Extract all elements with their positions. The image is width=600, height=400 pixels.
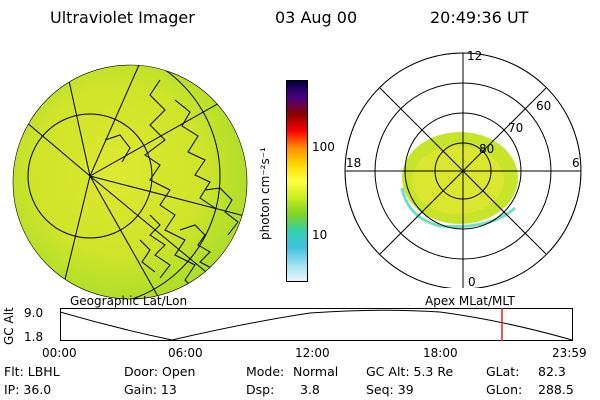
date-label: 03 Aug 00 [275,8,358,27]
glon-label: GLon: [486,382,523,397]
colorbar [286,80,308,282]
earth-disk [13,65,247,299]
geographic-image [12,64,248,300]
seq-value: Seq: 39 [366,382,414,397]
colorbar-tick-100: 100 [312,140,335,154]
mode-label: Mode: [246,364,285,379]
y-tick-1-8: 1.8 [24,330,44,344]
glat-label: GLat: [486,364,520,379]
gc-alt-value: GC Alt: 5.3 Re [366,364,454,379]
lat-label-60: 60 [536,99,551,113]
dsp-label: Dsp: [246,382,275,397]
lat-label-70: 70 [508,121,523,135]
orbit-altitude-timeline [60,308,573,341]
mlat-mlt-plot: 12 18 6 0 60 70 80 [344,49,582,288]
gc-alt-axis-label: GC Alt [2,307,16,345]
y-tick-9: 9.0 [24,306,44,320]
door-status: Door: Open [124,364,196,379]
polar-grid [345,53,581,288]
mode-value: Normal [293,364,339,379]
colorbar-gradient [287,81,307,281]
x-tick-0600: 06:00 [168,346,203,360]
ip-value: IP: 36.0 [4,382,52,397]
apex-label: Apex MLat/MLT [425,294,515,308]
x-tick-1200: 12:00 [295,346,330,360]
mlt-label-6: 6 [572,156,580,170]
x-tick-0000: 00:00 [42,346,77,360]
mlt-label-12: 12 [467,49,482,63]
colorbar-unit-label: photon cm⁻²s⁻¹ [258,147,272,240]
mlt-label-18: 18 [346,156,361,170]
mlt-label-0: 0 [468,275,476,288]
lat-label-80: 80 [479,142,494,156]
filter-value: Flt: LBHL [4,364,60,379]
geographic-label: Geographic Lat/Lon [70,294,188,308]
altitude-curve [60,309,573,341]
colorbar-tick-10: 10 [312,228,328,242]
gain-value: Gain: 13 [124,382,177,397]
x-tick-1800: 18:00 [423,346,458,360]
x-tick-2359: 23:59 [552,346,587,360]
glon-value: 288.5 [538,382,574,397]
dsp-value: 3.8 [300,382,320,397]
coastline-overlay [104,79,239,296]
app-title: Ultraviolet Imager [50,8,195,27]
glat-value: 82.3 [538,364,566,379]
time-label: 20:49:36 UT [430,8,529,27]
